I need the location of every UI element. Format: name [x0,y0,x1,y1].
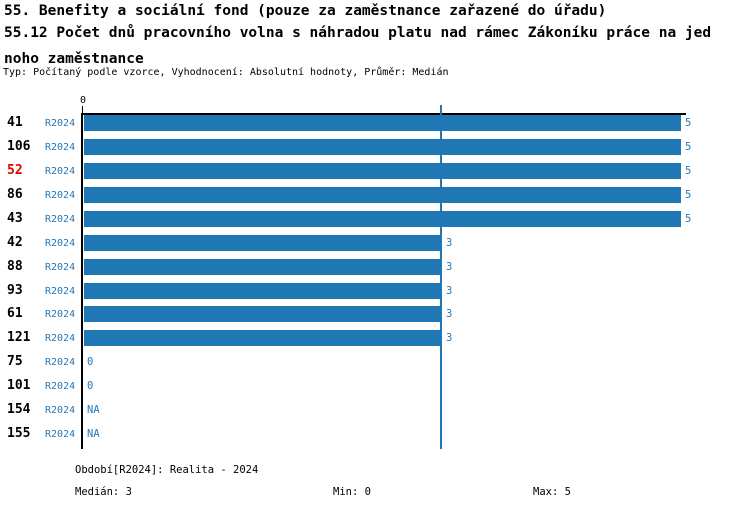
row-period-label: R2024 [45,381,76,392]
row-subject-number: 88 [7,259,23,274]
bar-value-label: 5 [685,165,692,177]
bar-value-label: 5 [685,117,692,129]
bar-row: 88 R2024 3 [0,259,750,275]
row-period-label: R2024 [45,333,76,344]
bar-value-label: 3 [446,308,453,320]
report-meta-line: Typ: Počítaný podle vzorce, Vyhodnocení:… [3,67,449,78]
row-period-label: R2024 [45,405,76,416]
footer-max-stat: Max: 5 [533,486,571,498]
row-period-label: R2024 [45,214,76,225]
row-subject-number: 106 [7,139,31,154]
bar-row: 121 R2024 3 [0,330,750,346]
row-period-label: R2024 [45,309,76,320]
footer-median-stat: Medián: 3 [75,486,132,498]
bar-value-label: NA [87,404,100,416]
row-subject-number: 86 [7,187,23,202]
bar-row: 154 R2024 NA [0,402,750,418]
x-axis-zero-tick [82,106,83,113]
report-title-line1: 55. Benefity a sociální fond (pouze za z… [4,3,607,19]
row-subject-number: 75 [7,354,23,369]
value-bar [84,306,442,322]
row-period-label: R2024 [45,166,76,177]
row-period-label: R2024 [45,238,76,249]
bar-value-label: 3 [446,285,453,297]
report-title-line2: 55.12 Počet dnů pracovního volna s náhra… [4,25,712,41]
y-axis-line [81,113,83,449]
bar-value-label: 3 [446,237,453,249]
row-period-label: R2024 [45,118,76,129]
row-period-label: R2024 [45,429,76,440]
row-subject-number: 52 [7,163,23,178]
bar-row: 106 R2024 5 [0,139,750,155]
value-bar [84,139,681,155]
bar-value-label: NA [87,428,100,440]
row-subject-number: 43 [7,211,23,226]
bar-value-label: 0 [87,380,94,392]
bar-value-label: 5 [685,213,692,225]
value-bar [84,211,681,227]
bar-row: 155 R2024 NA [0,426,750,442]
row-period-label: R2024 [45,142,76,153]
value-bar [84,330,442,346]
bar-row: 42 R2024 3 [0,235,750,251]
report-title-line3: noho zaměstnance [4,51,144,67]
row-subject-number: 155 [7,426,31,441]
bar-value-label: 3 [446,261,453,273]
footer-min-stat: Min: 0 [333,486,371,498]
bar-value-label: 5 [685,141,692,153]
value-bar [84,235,442,251]
median-line [440,105,442,449]
row-subject-number: 121 [7,330,31,345]
bar-row: 52 R2024 5 [0,163,750,179]
row-subject-number: 42 [7,235,23,250]
value-bar [84,259,442,275]
bar-row: 86 R2024 5 [0,187,750,203]
row-subject-number: 93 [7,283,23,298]
bar-row: 75 R2024 0 [0,354,750,370]
row-subject-number: 61 [7,306,23,321]
x-axis-zero-tick-label: 0 [79,95,87,106]
row-subject-number: 41 [7,115,23,130]
footer-period-label: Období[R2024]: Realita - 2024 [75,464,259,476]
row-period-label: R2024 [45,357,76,368]
row-period-label: R2024 [45,286,76,297]
row-period-label: R2024 [45,190,76,201]
row-subject-number: 154 [7,402,31,417]
x-axis-line [81,113,686,115]
bar-row: 61 R2024 3 [0,306,750,322]
bar-row: 93 R2024 3 [0,283,750,299]
horizontal-bar-chart: 0 41 R2024 5 106 R2024 5 52 R2024 5 86 R2024 5 43 R20… [0,95,750,449]
value-bar [84,187,681,203]
bar-row: 43 R2024 5 [0,211,750,227]
row-period-label: R2024 [45,262,76,273]
bar-value-label: 3 [446,332,453,344]
bar-row: 101 R2024 0 [0,378,750,394]
bar-value-label: 5 [685,189,692,201]
row-subject-number: 101 [7,378,31,393]
value-bar [84,115,681,131]
bar-row: 41 R2024 5 [0,115,750,131]
value-bar [84,283,442,299]
value-bar [84,163,681,179]
bar-value-label: 0 [87,356,94,368]
